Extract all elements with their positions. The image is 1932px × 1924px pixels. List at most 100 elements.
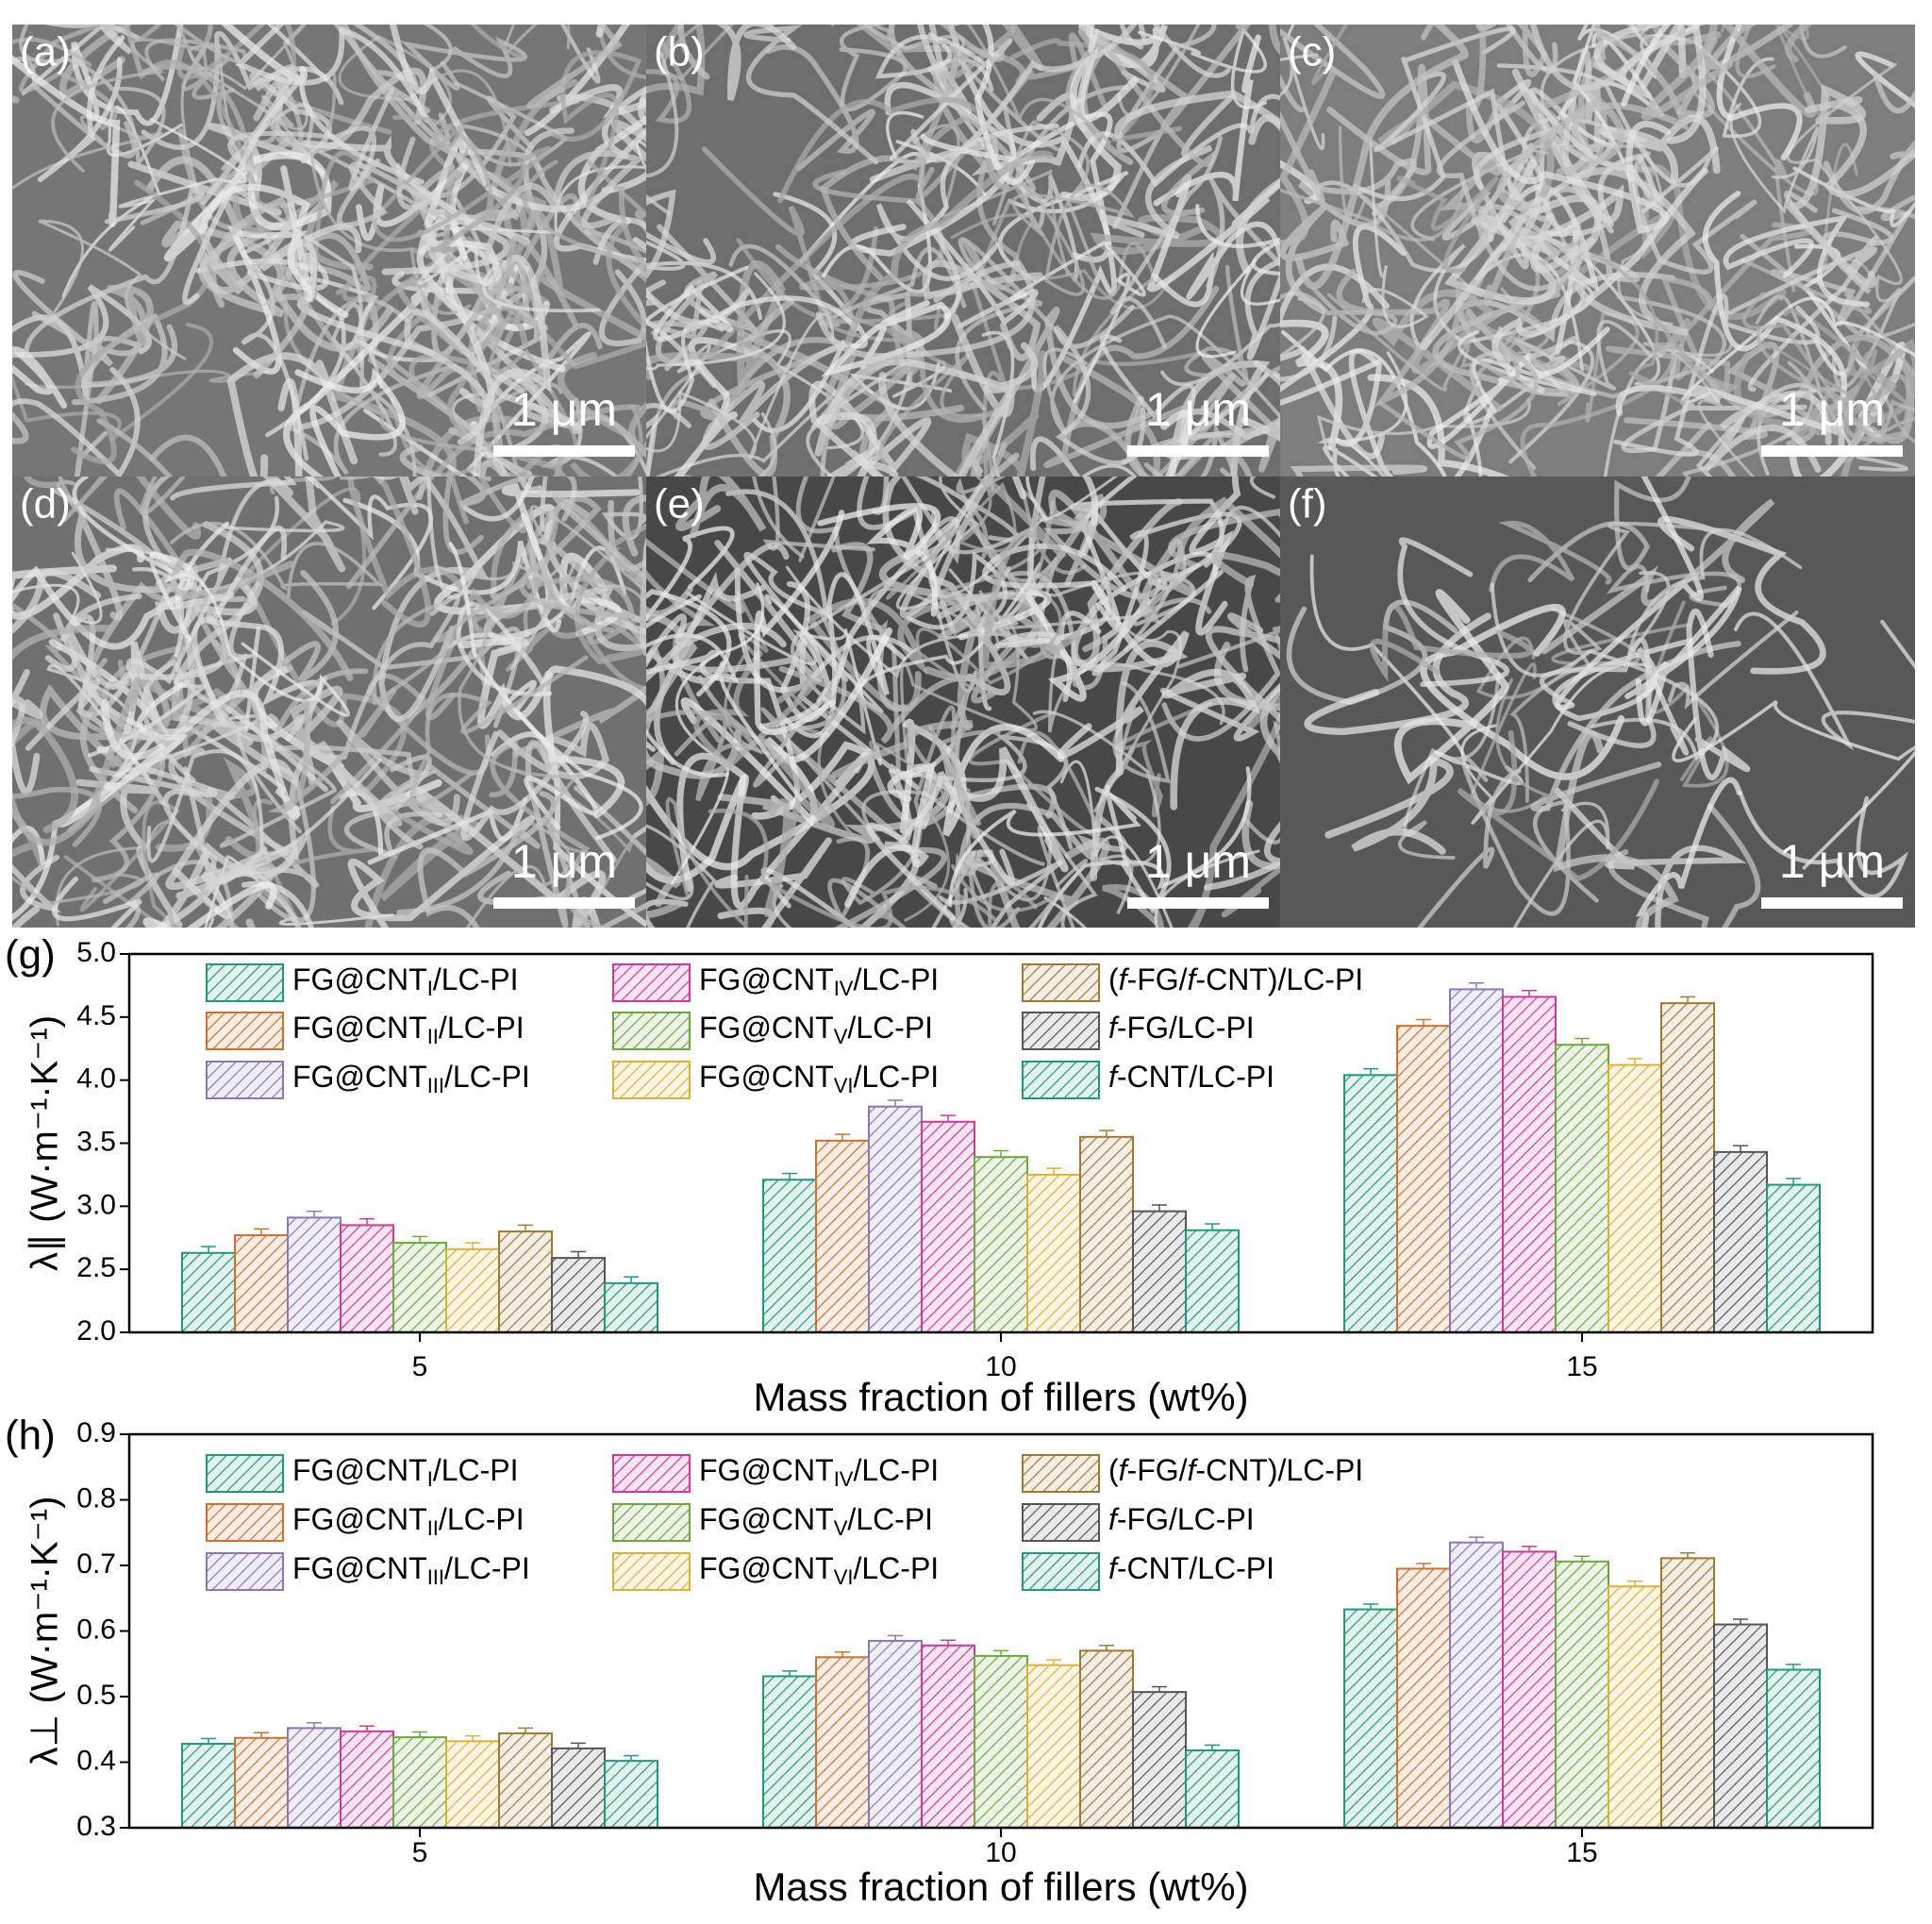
fiber <box>1613 293 1821 457</box>
fiber <box>377 477 489 722</box>
bar <box>1185 1748 1240 1829</box>
fiber <box>951 864 1058 928</box>
fiber <box>141 580 260 783</box>
fiber <box>758 735 835 917</box>
fiber <box>1635 777 1742 928</box>
fiber <box>277 377 303 477</box>
fiber <box>1114 701 1213 818</box>
fiber <box>417 242 601 313</box>
fiber <box>1783 191 1894 294</box>
fiber <box>858 768 920 928</box>
fiber <box>708 297 794 477</box>
legend-swatch <box>612 1503 691 1542</box>
legend-swatch <box>206 1503 284 1542</box>
fiber <box>1738 791 1909 899</box>
fiber <box>646 710 763 802</box>
bar <box>815 1656 870 1830</box>
legend-swatch <box>1022 1012 1100 1050</box>
bar <box>551 1747 606 1830</box>
fiber <box>102 872 160 928</box>
fiber <box>646 613 687 665</box>
fiber <box>1740 206 1915 338</box>
bar <box>1555 1044 1609 1333</box>
fiber <box>135 477 202 540</box>
fiber <box>1553 729 1679 928</box>
scale-label: 1 μm <box>1145 383 1251 436</box>
scale-label: 1 μm <box>1779 835 1885 888</box>
legend-label: FG@CNTVI/LC-PI <box>699 1551 939 1588</box>
fiber <box>262 477 345 573</box>
fiber <box>198 165 313 302</box>
fiber <box>12 323 214 442</box>
bar <box>392 1242 447 1334</box>
bar <box>1079 1649 1134 1829</box>
fiber <box>1304 612 1491 736</box>
fiber <box>1352 26 1516 202</box>
fiber <box>1624 585 1742 727</box>
fiber <box>1204 821 1280 891</box>
bar <box>974 1156 1028 1334</box>
panel-label: (e) <box>654 481 705 527</box>
fiber <box>1457 729 1660 882</box>
panel-label: (g) <box>5 932 56 979</box>
y-tick-label: 3.5 <box>76 1126 116 1157</box>
fiber <box>1606 564 1741 609</box>
fiber <box>1195 204 1280 276</box>
legend-swatch <box>206 1061 284 1099</box>
y-tick-label: 4.0 <box>76 1063 116 1095</box>
fiber <box>670 540 824 682</box>
fiber <box>1161 668 1261 811</box>
fiber <box>519 557 636 634</box>
fiber <box>1037 766 1252 928</box>
panel-label: (a) <box>20 29 71 75</box>
fiber <box>24 369 269 389</box>
sem-texture <box>646 25 1280 477</box>
fiber <box>1672 699 1915 870</box>
fiber <box>1213 642 1280 711</box>
fiber <box>886 477 1017 600</box>
legend-swatch <box>612 963 691 1002</box>
fiber <box>1160 322 1280 387</box>
fiber <box>144 25 247 81</box>
fiber <box>598 27 646 80</box>
fiber <box>778 636 1020 745</box>
fiber <box>1723 214 1871 308</box>
fiber <box>1311 25 1349 85</box>
fiber <box>1002 25 1099 54</box>
fiber <box>477 740 569 928</box>
legend-label: (f-FG/f-CNT)/LC-PI <box>1108 1453 1363 1487</box>
legend-label: f-CNT/LC-PI <box>1108 1060 1274 1094</box>
fiber <box>1280 25 1386 113</box>
fiber <box>1592 25 1707 144</box>
fiber <box>815 259 1036 360</box>
fiber <box>1735 25 1776 79</box>
fiber <box>1280 319 1343 450</box>
panel-label: (h) <box>5 1413 56 1459</box>
fiber <box>12 568 102 719</box>
legend-swatch <box>612 1454 691 1493</box>
fiber <box>12 716 78 834</box>
fiber <box>1109 136 1223 349</box>
fiber <box>1555 477 1704 711</box>
legend-swatch <box>206 1552 284 1591</box>
fiber <box>1527 477 1691 583</box>
x-tick-label: 5 <box>412 1837 428 1868</box>
fiber <box>429 146 552 253</box>
bar <box>974 1654 1028 1830</box>
scale-label: 1 μm <box>1779 383 1885 436</box>
fiber <box>1396 176 1500 274</box>
fiber <box>1420 194 1603 351</box>
fiber <box>1682 360 1815 477</box>
sem-panel: (d) 1 μm <box>12 477 646 928</box>
fiber <box>202 895 241 928</box>
fiber <box>1457 329 1597 413</box>
bar <box>1660 1557 1715 1829</box>
bar <box>1185 1229 1240 1333</box>
fiber <box>653 284 858 343</box>
bar <box>445 1740 500 1830</box>
fiber <box>1702 191 1847 410</box>
fiber <box>1873 72 1915 114</box>
fiber <box>163 151 332 262</box>
fiber <box>716 25 797 101</box>
